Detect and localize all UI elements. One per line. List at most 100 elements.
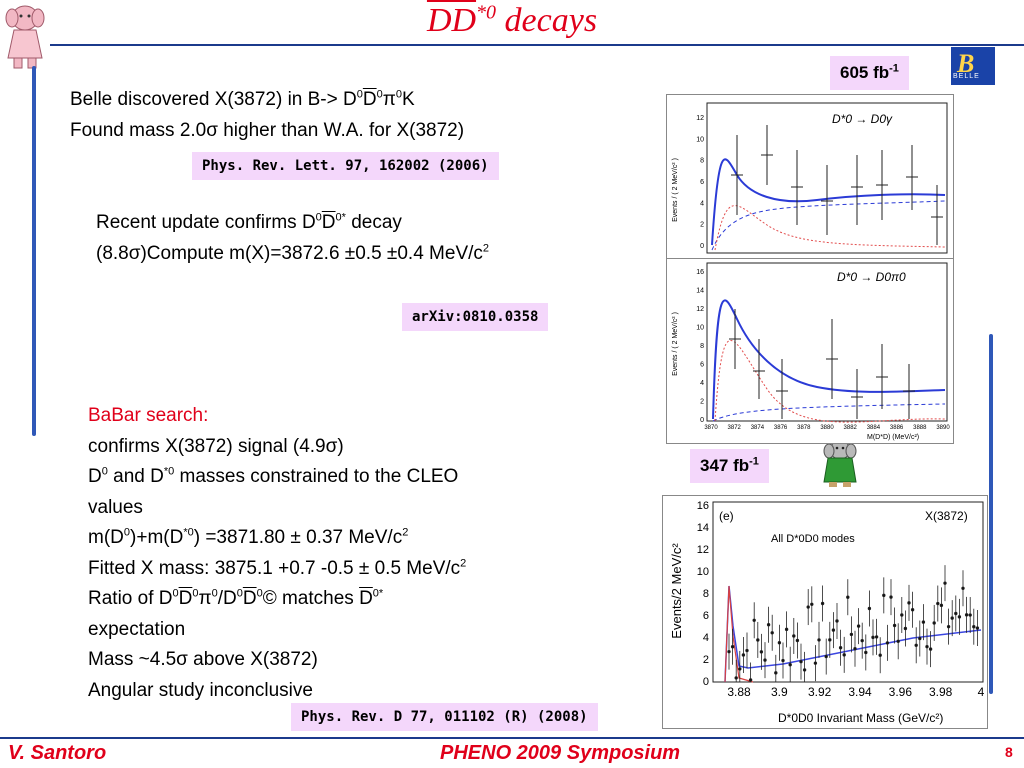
- y-tick-label: 0: [700, 417, 704, 424]
- reference-prl: Phys. Rev. Lett. 97, 162002 (2006): [192, 152, 499, 180]
- reference-arxiv: arXiv:0810.0358: [402, 303, 549, 331]
- data-point: [745, 648, 749, 653]
- page-number: 8: [1005, 744, 1013, 760]
- data-point: [943, 581, 947, 585]
- babar-line-2: D0 and D*0 masses constrained to the CLE…: [88, 465, 459, 487]
- data-point: [885, 641, 890, 645]
- y-tick-label: 16: [696, 269, 704, 276]
- data-point: [950, 616, 954, 620]
- y-tick-label: 0: [700, 243, 704, 250]
- plot-top-ylabel: Events / ( 2 MeV/c² ): [672, 158, 679, 222]
- data-point: [954, 611, 958, 616]
- y-tick-label: 6: [700, 362, 704, 369]
- babar-luminosity: 347 fb-1: [690, 449, 769, 483]
- y-tick-label: 12: [697, 544, 709, 556]
- x-tick-label: 3.96: [889, 685, 913, 699]
- data-point: [810, 602, 814, 607]
- data-point: [763, 658, 767, 662]
- y-tick-label: 6: [700, 179, 704, 186]
- data-point: [867, 606, 872, 611]
- data-point: [896, 639, 900, 643]
- data-point: [968, 613, 972, 617]
- plot-mid-points: [729, 309, 915, 419]
- update-line-1: Recent update confirms D0D0* decay: [96, 211, 402, 233]
- data-point: [874, 635, 879, 639]
- data-point: [817, 638, 821, 642]
- data-point: [774, 671, 778, 675]
- y-tick-label: 14: [697, 522, 709, 534]
- data-point: [788, 663, 792, 667]
- x-tick-label: 3.94: [848, 685, 872, 699]
- belle-logo-b-icon: B: [957, 49, 975, 78]
- data-point: [878, 653, 882, 657]
- x-tick-label: 3884: [867, 425, 881, 431]
- data-point: [900, 613, 904, 617]
- plot-mid-signal-curve: [714, 340, 946, 423]
- belle-plot-dstar-gamma: Events / ( 2 MeV/c² ) 0 2 4 6 8 10 12 D*0 → D0…: [666, 94, 954, 259]
- belle-logo: B BELLE: [951, 47, 995, 85]
- data-point: [925, 644, 929, 649]
- data-point: [799, 659, 803, 664]
- y-tick-label: 10: [697, 566, 709, 578]
- plot-babar-points: [727, 565, 980, 682]
- y-tick-label: 8: [703, 588, 709, 600]
- plot-babar-panel: (e): [719, 509, 734, 523]
- x-tick-label: 3876: [774, 425, 788, 431]
- babar-line-6: Ratio of D0D0π0/D0D0© matches D0*: [88, 587, 384, 609]
- data-point: [889, 595, 893, 599]
- babar-plot-invariant-mass: Events/2 MeV/c² 0 2 4 6 8 10 12 14 16 3.88 3.9 3.9…: [662, 495, 988, 729]
- data-point: [892, 623, 897, 628]
- data-point: [806, 605, 810, 609]
- data-point: [756, 638, 760, 642]
- data-point: [914, 643, 918, 647]
- data-point: [831, 628, 836, 632]
- plot-babar-tag: X(3872): [925, 509, 968, 523]
- x-tick-label: 3872: [728, 425, 742, 431]
- data-point: [961, 586, 965, 591]
- data-point: [730, 645, 735, 649]
- babar-mascot-icon: [818, 438, 862, 488]
- elephant-mascot-icon: [2, 0, 48, 70]
- y-tick-label: 0: [703, 676, 709, 688]
- plot-top-fit-curve: [711, 158, 946, 246]
- update-line-2: (8.8σ)Compute m(X)=3872.6 ±0.5 ±0.4 MeV/…: [96, 242, 490, 264]
- plot-mid-ylabel: Events / ( 2 MeV/c² ): [672, 312, 679, 376]
- y-tick-label: 2: [700, 399, 704, 406]
- plot-babar-frame: [712, 501, 984, 683]
- data-point: [752, 618, 756, 622]
- data-point: [910, 608, 915, 612]
- plot-top-points: [731, 125, 943, 245]
- data-point: [928, 647, 933, 651]
- footer-event: PHENO 2009 Symposium: [440, 742, 681, 764]
- data-point: [903, 626, 908, 631]
- data-point: [849, 632, 854, 637]
- data-point: [871, 635, 875, 640]
- data-point: [972, 625, 976, 629]
- data-point: [802, 668, 807, 672]
- x-tick-label: 3.92: [808, 685, 832, 699]
- belle-logo-text: BELLE: [953, 73, 980, 80]
- plot-top-frame: [706, 102, 948, 254]
- data-point: [777, 641, 782, 645]
- y-tick-label: 2: [703, 654, 709, 666]
- plot-babar-xlabel: D*0D0 Invariant Mass (GeV/c²): [778, 711, 943, 725]
- x-tick-label: 3882: [844, 425, 858, 431]
- plot-babar-ylabel: Events/2 MeV/c²: [669, 543, 684, 639]
- y-tick-label: 8: [700, 343, 704, 350]
- babar-line-1: confirms X(3872) signal (4.9σ): [88, 435, 344, 457]
- data-point: [846, 595, 850, 599]
- data-point: [784, 627, 789, 632]
- data-point: [864, 650, 868, 655]
- y-tick-label: 10: [696, 325, 704, 332]
- babar-lumi-value: 347 fb: [700, 456, 750, 475]
- plot-mid-frame: [706, 262, 948, 422]
- x-tick-label: 3.98: [929, 685, 953, 699]
- plot-mid-fit-curve: [712, 299, 946, 420]
- data-point: [853, 647, 857, 651]
- y-tick-label: 16: [697, 500, 709, 512]
- plot-mid-xticks: 3870 3872 3874 3876 3878 3880 3882 3884 3886 3888…: [704, 425, 950, 431]
- data-point: [734, 676, 738, 680]
- x-tick-label: 4: [978, 685, 985, 699]
- title-rest: decays: [496, 2, 598, 39]
- x-tick-label: 3.88: [727, 685, 751, 699]
